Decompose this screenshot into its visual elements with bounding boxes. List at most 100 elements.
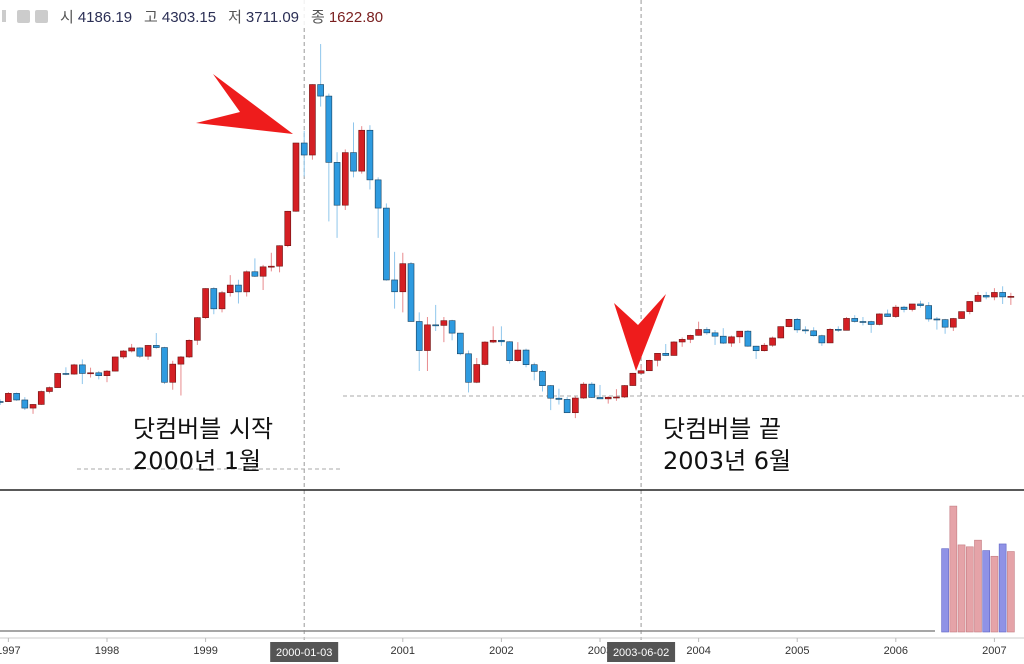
candle-body [169,363,177,383]
candle-body [892,306,900,317]
x-tick-label: 1998 [95,645,119,657]
candle-body [341,152,349,206]
x-tick-label: 2003 [588,645,612,657]
candle-body [539,371,546,386]
candle-body [514,349,522,361]
candle-body [613,396,620,399]
candle-body [670,341,678,356]
candle-body [5,393,12,402]
x-tick-label: 2007 [982,645,1006,657]
candle-body [876,313,883,325]
readout-value: 3711.09 [246,9,299,26]
candle-body [530,364,538,372]
candle-body [46,387,53,392]
volume-bar [941,548,949,633]
crosshair-label: 2000-01-03 [276,647,332,659]
x-tick-label: 2001 [391,645,415,657]
candle-body [292,142,300,212]
candle-body [358,129,366,172]
candle-body [506,341,513,361]
volume-bar [990,555,999,633]
candle-body [950,318,957,328]
candle-body [703,329,711,334]
candle-body [29,404,37,409]
candle-body [62,373,70,375]
candle-body [908,303,916,310]
candle-body [226,284,234,294]
candle-body [925,305,932,320]
candle-body [588,383,596,398]
candle-body [563,399,571,414]
candle-body [867,321,875,325]
candle-body [457,332,464,355]
annotation: 닷컴버블 끝 [663,415,781,443]
candle-body [941,319,949,328]
candle-body [54,373,61,388]
candle-body [851,318,859,322]
settings-icon[interactable] [35,10,48,23]
header-bg [0,0,420,28]
candle-body [481,341,489,365]
candle-body [654,353,661,361]
readout-name: 저 [228,8,242,26]
candle-body [843,318,850,331]
candle-body [70,364,78,375]
candle-body [202,288,209,318]
x-axis: 1997 1998 1999 2001 2002 2003 2004 2005 2006 2007… [0,638,1007,662]
candle-body [111,356,119,372]
candle-body [678,339,686,343]
x-tick-label: 2004 [686,645,710,657]
candle-body [391,279,398,293]
candle-body [859,321,867,323]
candle-body [276,245,283,267]
candles [0,44,1015,419]
candle-body [383,207,390,281]
candle-body [79,364,86,374]
x-tick-label: 1999 [193,645,217,657]
candle-body [21,399,29,409]
x-tick-label: 2006 [884,645,908,657]
candle-body [695,329,702,336]
x-tick-label: 1997 [0,645,21,657]
candle-body [415,321,423,351]
candle-body [982,295,990,298]
candle-body [374,179,382,209]
candle-body [785,319,793,327]
annotation: 2003년 6월 [663,447,791,475]
x-tick-label: 2002 [489,645,513,657]
candle-body [95,372,103,376]
crosshair-label-bg [607,642,676,662]
volume-bar [974,539,982,633]
candle-body [917,303,924,306]
candle-body [465,353,472,383]
candle-body [884,313,891,317]
candle-body [284,210,292,246]
candle-body [424,324,431,351]
candle-body [366,129,374,181]
annotation: 닷컴버블 시작 [133,415,273,443]
readout-value: 1622.80 [329,9,383,26]
candle-body [629,372,637,386]
candle-body [769,337,776,346]
annotation: 2000년 1월 [133,447,261,475]
candle-body [974,295,982,302]
candle-body [810,330,817,337]
candle-body [547,385,555,399]
candle-body [333,162,341,206]
settings-icon[interactable] [17,10,30,23]
arrow [196,74,293,134]
candle-body [13,393,20,401]
candle-body [958,311,965,319]
candle-body [161,347,168,383]
candle-body [152,345,160,348]
volume-bar [982,550,991,633]
grid [303,0,642,640]
candle-body [1007,296,1015,298]
candle-body [489,339,497,343]
candle-body [350,152,357,172]
candle-body [793,319,801,331]
candle-body [596,397,604,400]
candle-body [218,292,226,310]
